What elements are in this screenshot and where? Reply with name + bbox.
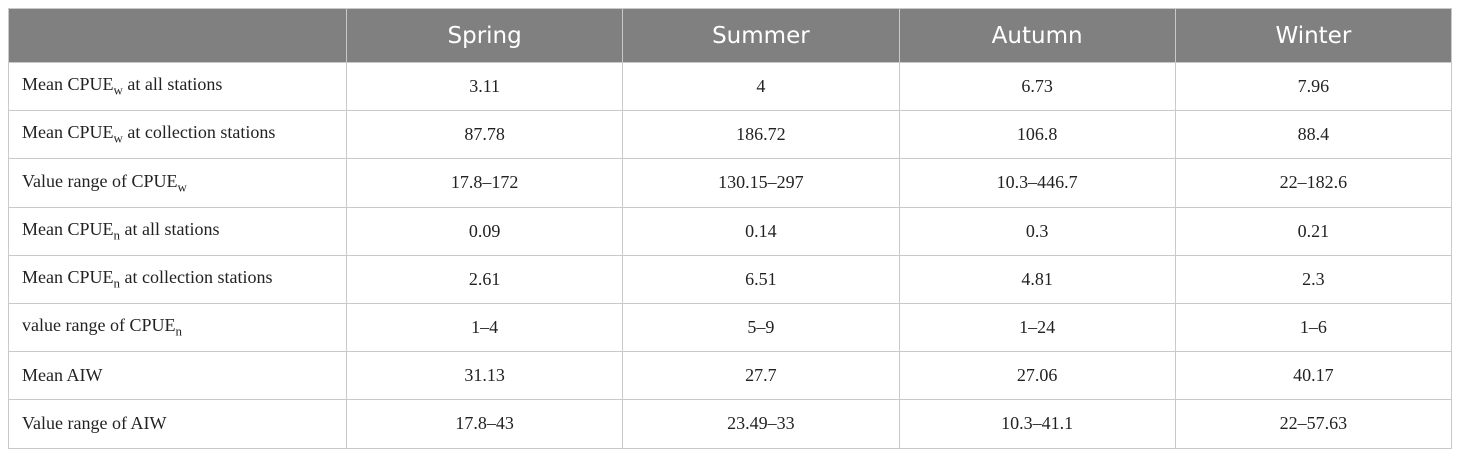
value-cell: 1–4 [345, 302, 624, 353]
value-cell: 106.8 [898, 110, 1176, 160]
row-label: value range of CPUEn [8, 302, 347, 353]
label-text: at all stations [122, 74, 223, 95]
value-cell: 6.73 [898, 61, 1176, 112]
table-row: Mean CPUEn at all stations 0.09 0.14 0.3 0.2… [8, 206, 1453, 256]
label-subscript: n [175, 323, 182, 339]
column-header: Autumn [898, 8, 1176, 63]
value-cell: 7.96 [1174, 61, 1453, 112]
value-cell: 88.4 [1174, 110, 1453, 160]
value-cell: 10.3–41.1 [898, 399, 1176, 449]
row-label: Mean CPUEn at collection stations [8, 254, 347, 304]
label-text: at all stations [120, 218, 220, 239]
value-cell: 87.78 [345, 110, 624, 160]
table-row: Value range of AIW 17.8–43 23.49–33 10.3–41… [8, 399, 1453, 449]
label-text: Mean CPUE [22, 218, 114, 239]
label-subscript: w [113, 131, 123, 147]
value-cell: 6.51 [622, 254, 900, 304]
label-subscript: w [177, 179, 187, 195]
row-label: Mean AIW [8, 351, 347, 401]
value-cell: 5–9 [622, 302, 900, 353]
value-cell: 17.8–172 [345, 158, 624, 208]
corner-cell [8, 8, 347, 63]
label-text: Value range of AIW [22, 413, 167, 434]
label-text: Mean CPUE [22, 267, 114, 288]
value-cell: 27.7 [622, 351, 900, 401]
value-cell: 1–24 [898, 302, 1176, 353]
value-cell: 3.11 [345, 61, 624, 112]
row-label: Mean CPUEw at collection stations [8, 110, 347, 160]
data-table: Spring Summer Autumn Winter Mean CPUEw at a… [8, 8, 1453, 449]
value-cell: 10.3–446.7 [898, 158, 1176, 208]
table-row: value range of CPUEn 1–4 5–9 1–24 1–6 [8, 302, 1453, 353]
value-cell: 0.3 [898, 206, 1176, 256]
value-cell: 0.09 [345, 206, 624, 256]
table-row: Mean CPUEw at collection stations 87.78 18… [8, 110, 1453, 160]
table-row: Mean CPUEw at all stations 3.11 4 6.73 7.96 [8, 61, 1453, 112]
value-cell: 22–57.63 [1174, 399, 1453, 449]
label-subscript: w [113, 82, 123, 98]
value-cell: 22–182.6 [1174, 158, 1453, 208]
column-header: Spring [345, 8, 624, 63]
value-cell: 130.15–297 [622, 158, 900, 208]
value-cell: 4 [622, 61, 900, 112]
value-cell: 17.8–43 [345, 399, 624, 449]
value-cell: 31.13 [345, 351, 624, 401]
label-subscript: n [113, 227, 121, 243]
value-cell: 0.21 [1174, 206, 1453, 256]
row-label: Value range of CPUEw [8, 158, 347, 208]
label-text: Mean CPUE [22, 122, 114, 143]
row-label: Mean CPUEn at all stations [8, 206, 347, 256]
value-cell: 27.06 [898, 351, 1176, 401]
table-body: Mean CPUEw at all stations 3.11 4 6.73 7.96 M… [8, 61, 1453, 449]
label-text: value range of CPUE [22, 315, 176, 336]
value-cell: 23.49–33 [622, 399, 900, 449]
label-text: at collection stations [120, 267, 273, 288]
label-text: Mean AIW [22, 365, 103, 386]
table-row: Mean AIW 31.13 27.7 27.06 40.17 [8, 351, 1453, 401]
label-text: Value range of CPUE [22, 170, 178, 191]
column-header: Summer [622, 8, 900, 63]
row-label: Mean CPUEw at all stations [8, 61, 347, 112]
value-cell: 4.81 [898, 254, 1176, 304]
column-header: Winter [1174, 8, 1453, 63]
value-cell: 40.17 [1174, 351, 1453, 401]
label-text: Mean CPUE [22, 74, 114, 95]
value-cell: 186.72 [622, 110, 900, 160]
value-cell: 2.61 [345, 254, 624, 304]
label-text: at collection stations [122, 122, 276, 143]
table-row: Value range of CPUEw 17.8–172 130.15–297 10… [8, 158, 1453, 208]
value-cell: 1–6 [1174, 302, 1453, 353]
label-subscript: n [113, 275, 121, 291]
value-cell: 2.3 [1174, 254, 1453, 304]
table-row: Mean CPUEn at collection stations 2.61 6.5… [8, 254, 1453, 304]
header-row: Spring Summer Autumn Winter [8, 8, 1453, 63]
value-cell: 0.14 [622, 206, 900, 256]
row-label: Value range of AIW [8, 399, 347, 449]
